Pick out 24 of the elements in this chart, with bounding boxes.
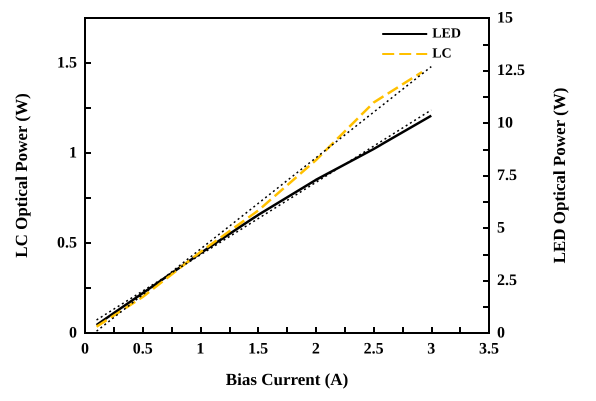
x-axis-title: Bias Current (A) [226,370,348,389]
x-tick-label: 3 [427,340,436,358]
y-tick-label: 1.5 [57,54,77,72]
legend-label: LC [432,46,452,62]
x-tick-label: 0 [81,340,89,358]
x-tick-label: 0.5 [132,340,153,358]
y2-tick-label: 2.5 [497,272,517,289]
y2-tick-label: 12.5 [497,62,525,79]
x-tick-label: 2 [312,340,320,358]
y-axis-title: LC Optical Power (W) [12,93,31,258]
y-tick-label: 0.5 [57,234,77,252]
y2-tick-label: 10 [497,114,513,132]
y2-tick-label: 7.5 [497,167,517,184]
x-tick-label: 1.5 [248,340,268,358]
y-tick-label: 0 [69,324,77,342]
y2-tick-label: 5 [497,220,505,236]
x-tick-label: 1 [196,340,204,358]
y2-tick-label: 0 [497,324,505,342]
y-tick-label: 1 [69,144,77,162]
x-tick-label: 2.5 [364,340,384,358]
x-tick-label: 3.5 [479,340,499,358]
y2-tick-label: 15 [497,10,513,26]
legend-label: LED [432,26,462,42]
y2-axis-title: LED Optical Power (W) [550,88,569,264]
